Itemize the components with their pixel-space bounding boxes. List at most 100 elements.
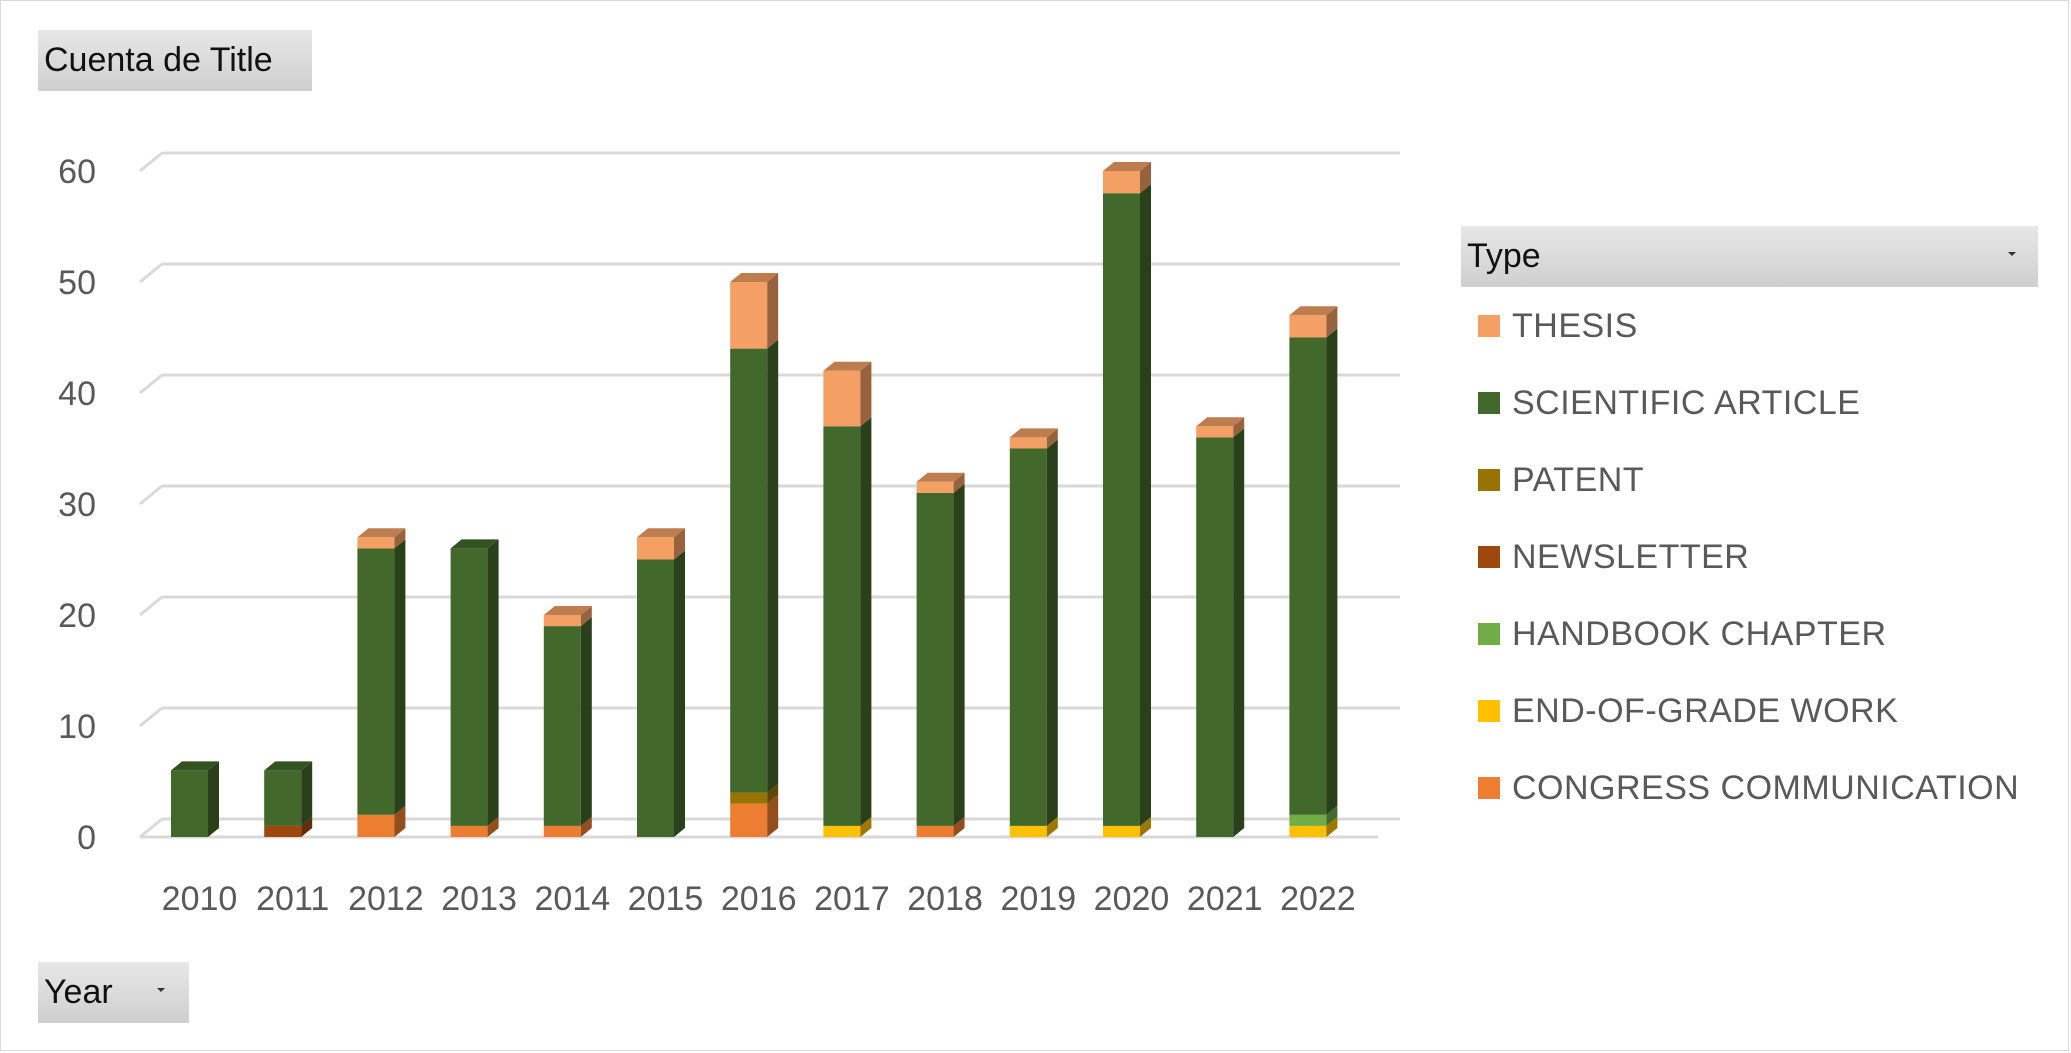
bar-top-face [450,539,499,549]
bar-segment-side [767,273,779,349]
bar-segment-side [394,539,406,815]
bar-segment [1009,825,1047,837]
dropdown-arrow-icon[interactable] [2008,252,2016,256]
bar-segment [1103,171,1140,194]
legend-swatch-patent [1478,469,1500,491]
y-tick-label: 20 [58,597,96,635]
bar-segment [357,537,395,549]
bar-segment-side [1140,162,1151,194]
y-tick-label: 30 [58,486,96,524]
bar-segment-side [580,606,592,627]
legend-label: THESIS [1512,306,1638,345]
bar-top-face [1289,306,1338,316]
year-field-label: Year [44,973,113,1011]
bar-segment-side [860,361,872,427]
bar-top-face [1196,417,1245,427]
bar-segment-side [767,783,779,804]
x-tick-label: 2022 [1280,880,1356,918]
bar-segment-side [1326,805,1338,826]
x-tick-label: 2010 [162,880,238,918]
x-tick-label: 2012 [348,880,424,918]
legend-label: SCIENTIFIC ARTICLE [1512,383,1861,422]
bar-segment-side [301,761,313,826]
bar-segment-side [953,472,965,493]
x-tick-label: 2015 [628,880,704,918]
gridline [139,595,163,617]
bar-segment [916,492,954,826]
legend-label: NEWSLETTER [1512,537,1750,576]
bar-segment [730,803,768,837]
bar-segment [1289,337,1327,815]
bar-segment-side [953,816,965,837]
bar-segment-side [301,816,313,837]
legend-item-congress-communication[interactable]: CONGRESS COMMUNICATION [1478,768,2019,808]
bar-segment-side [580,816,592,837]
bar-top-face [543,606,592,615]
bar-segment-side [487,816,499,837]
y-tick-label: 60 [58,153,96,191]
x-tick-label: 2018 [907,880,983,918]
bar-top-face [1009,428,1058,438]
bar-segment-side [208,761,219,837]
legend-item-patent[interactable]: PATENT [1478,460,1644,500]
x-tick-label: 2019 [1000,880,1076,918]
gridline [139,817,163,839]
type-field-label: Type [1467,237,1541,275]
bar-segment [1009,437,1047,449]
y-tick-label: 10 [58,708,96,746]
bar-segment [357,814,395,837]
legend-swatch-newsletter [1478,546,1500,568]
value-field-button[interactable]: Cuenta de Title [38,30,312,91]
legend-swatch-scientific-article [1478,392,1500,414]
gridline [139,484,163,506]
bar-top-face [823,361,872,371]
bar-segment-side [1046,439,1058,826]
bar-segment [264,770,302,826]
bar-segment [1289,825,1327,837]
bar-segment [730,348,768,793]
bar-top-face [264,761,313,771]
legend-item-handbook-chapter[interactable]: HANDBOOK CHAPTER [1478,614,1887,654]
bar-top-face [637,528,685,538]
bar-top-face [730,273,779,282]
bar-segment [637,537,674,560]
bar-segment [730,282,768,349]
bar-segment [1009,448,1047,826]
gridline [139,373,163,395]
bar-top-face [357,528,406,538]
year-field-button[interactable]: Year [38,962,189,1023]
legend-swatch-congress-communication [1478,777,1500,799]
legend-label: END-OF-GRADE WORK [1512,691,1899,730]
legend-item-thesis[interactable]: THESIS [1478,306,1638,346]
type-field-button[interactable]: Type [1461,226,2038,287]
legend-label: CONGRESS COMMUNICATION [1512,768,2020,807]
bar-segment [264,825,302,837]
bar-top-face [916,472,965,482]
x-tick-label: 2021 [1187,880,1263,918]
legend-item-end-of-grade-work[interactable]: END-OF-GRADE WORK [1478,691,1898,731]
bar-segment [543,825,581,837]
x-tick-label: 2014 [534,880,610,918]
bar-segment [730,792,768,804]
bar-segment-side [580,617,592,826]
bar-segment [1196,426,1234,438]
dropdown-arrow-icon[interactable] [157,988,165,992]
bar-segment [823,370,861,427]
bar-segment-side [1046,816,1058,837]
legend-item-newsletter[interactable]: NEWSLETTER [1478,537,1749,577]
bar-top-face [1103,162,1151,171]
x-tick-label: 2013 [441,880,517,918]
legend-item-scientific-article[interactable]: SCIENTIFIC ARTICLE [1478,383,1860,423]
legend-swatch-handbook-chapter [1478,623,1500,645]
value-field-label: Cuenta de Title [44,41,273,79]
bar-segment-side [860,816,872,837]
bar-segment [543,615,581,627]
legend-swatch-end-of-grade-work [1478,700,1500,722]
bar-segment-side [487,539,499,826]
bar-top-face [171,761,219,771]
y-tick-label: 40 [58,375,96,413]
bar-segment [1196,437,1234,837]
gridline [139,151,163,173]
bar-segment-side [953,483,965,826]
